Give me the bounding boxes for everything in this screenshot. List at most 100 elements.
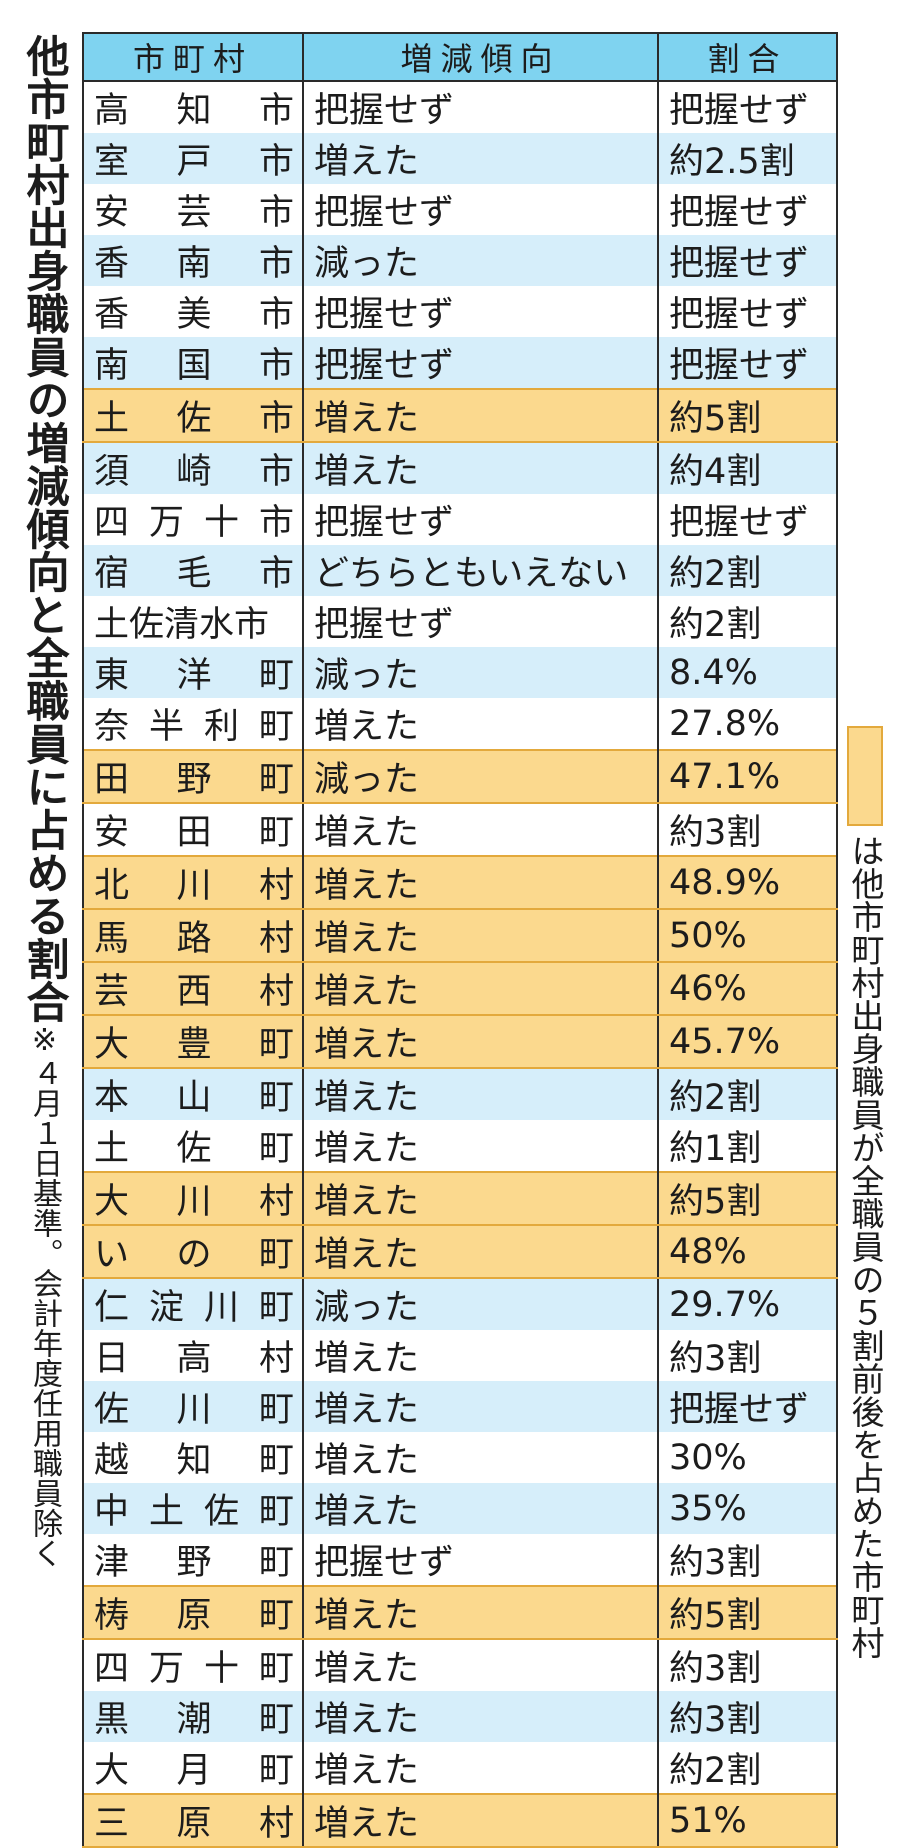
footnote: ※４月１日基準。会計年度任用職員除く	[27, 1023, 62, 1568]
municipality-name: 南国市	[94, 346, 294, 386]
trend-cell: 把握せず	[302, 337, 659, 389]
trend-cell: 把握せず	[302, 286, 659, 337]
ratio-cell: 27.8%	[657, 698, 838, 750]
ratio-cell: 29.7%	[657, 1278, 838, 1330]
municipality-name: 田野町	[94, 760, 294, 800]
trend-cell: 増えた	[302, 1585, 659, 1640]
municipality-name: 三原村	[94, 1804, 294, 1844]
table-row: 本山町増えた 約2割	[82, 1068, 838, 1120]
ratio-cell: 把握せず	[657, 184, 838, 235]
table-row: 土佐清水市 把握せず 約2割	[82, 596, 838, 647]
table-body: 高知市把握せず 把握せず室戸市増えた 約2.5割安芸市把握せず 把握せず香南市減った把…	[82, 81, 838, 1848]
table-row: 須崎市増えた 約4割	[82, 442, 838, 494]
municipality-name-cell: 安田町	[82, 803, 304, 856]
ratio-cell: 約2割	[657, 596, 838, 647]
column-header-municipality: 市町村	[82, 33, 304, 82]
table-header-row: 市町村 増減傾向 割合	[82, 33, 838, 82]
table-row: 越知町増えた 30%	[82, 1432, 838, 1483]
municipality-name: いの町	[94, 1235, 294, 1275]
municipality-name-cell: 香南市	[82, 235, 304, 286]
table-row: 高知市把握せず 把握せず	[82, 81, 838, 133]
municipality-name-cell: 馬路村	[82, 908, 304, 963]
table-row: 梼原町増えた 約5割	[82, 1585, 838, 1640]
municipality-name-cell: 土佐清水市	[82, 596, 304, 647]
table-row: 中土佐町増えた 35%	[82, 1483, 838, 1534]
municipality-name: 須崎市	[94, 452, 294, 492]
trend-cell: 減った	[302, 647, 659, 698]
trend-cell: 増えた	[302, 133, 659, 184]
trend-cell: 増えた	[302, 1432, 659, 1483]
table-row: 大川村増えた 約5割	[82, 1171, 838, 1226]
column-header-trend: 増減傾向	[302, 33, 659, 82]
municipality-name-cell: 梼原町	[82, 1585, 304, 1640]
table-row: 北川村増えた 48.9%	[82, 855, 838, 910]
ratio-cell: 8.4%	[657, 647, 838, 698]
municipality-name-cell: 黒潮町	[82, 1691, 304, 1742]
ratio-cell: 50%	[657, 908, 838, 963]
municipality-name-cell: 田野町	[82, 749, 304, 804]
table-row: 宿毛市どちらともいえない 約2割	[82, 545, 838, 596]
table-row: 土佐町増えた 約1割	[82, 1120, 838, 1172]
municipality-name: 佐川町	[94, 1390, 294, 1430]
municipality-name-cell: 越知町	[82, 1432, 304, 1483]
table-row: 香南市減った 把握せず	[82, 235, 838, 286]
table-row: 日高村増えた 約3割	[82, 1330, 838, 1381]
municipality-name: 梼原町	[94, 1596, 294, 1636]
trend-cell: 増えた	[302, 1381, 659, 1432]
ratio-cell: 35%	[657, 1483, 838, 1534]
municipality-name-cell: 北川村	[82, 855, 304, 910]
municipality-name-cell: 佐川町	[82, 1381, 304, 1432]
ratio-cell: 約5割	[657, 388, 838, 443]
municipality-name: 大川村	[94, 1182, 294, 1222]
table-row: 四万十町増えた 約3割	[82, 1639, 838, 1691]
municipality-name-cell: 中土佐町	[82, 1483, 304, 1534]
ratio-cell: 約2割	[657, 1742, 838, 1794]
trend-cell: 増えた	[302, 1742, 659, 1794]
ratio-cell: 把握せず	[657, 494, 838, 545]
trend-cell: 増えた	[302, 1171, 659, 1226]
table-row: 大豊町増えた 45.7%	[82, 1014, 838, 1069]
trend-cell: 増えた	[302, 1691, 659, 1742]
ratio-cell: 約3割	[657, 1639, 838, 1691]
municipality-name: 宿毛市	[94, 554, 294, 594]
municipality-name-cell: 香美市	[82, 286, 304, 337]
trend-cell: 減った	[302, 1278, 659, 1330]
municipality-name-cell: 大川村	[82, 1171, 304, 1226]
trend-cell: 把握せず	[302, 81, 659, 133]
municipality-name: 安田町	[94, 813, 294, 853]
table-row: 津野町把握せず 約3割	[82, 1534, 838, 1586]
municipality-name-cell: 東洋町	[82, 647, 304, 698]
municipality-name-cell: いの町	[82, 1224, 304, 1279]
ratio-cell: 約1割	[657, 1120, 838, 1172]
ratio-cell: 把握せず	[657, 286, 838, 337]
municipality-name: 香南市	[94, 244, 294, 284]
trend-cell: 増えた	[302, 908, 659, 963]
municipality-name: 大月町	[94, 1751, 294, 1791]
trend-cell: 把握せず	[302, 184, 659, 235]
table-row: 仁淀川町減った 29.7%	[82, 1278, 838, 1330]
municipality-name: 四万十町	[94, 1649, 294, 1689]
municipality-name: 黒潮町	[94, 1700, 294, 1740]
municipality-name: 中土佐町	[94, 1492, 294, 1532]
municipality-name: 日高村	[94, 1339, 294, 1379]
municipality-name-cell: 大豊町	[82, 1014, 304, 1069]
table-row: 香美市把握せず 把握せず	[82, 286, 838, 337]
table-row: 田野町減った 47.1%	[82, 749, 838, 804]
trend-cell: 把握せず	[302, 494, 659, 545]
trend-cell: 増えた	[302, 1120, 659, 1172]
municipality-name-cell: 津野町	[82, 1534, 304, 1586]
table-row: 安田町増えた 約3割	[82, 803, 838, 856]
municipality-name-cell: 日高村	[82, 1330, 304, 1381]
table-row: 東洋町減った 8.4%	[82, 647, 838, 698]
ratio-cell: 約2割	[657, 1068, 838, 1120]
trend-cell: 増えた	[302, 1330, 659, 1381]
trend-cell: 増えた	[302, 1483, 659, 1534]
page-title: 他市町村出身職員の増減傾向と全職員に占める割合	[19, 34, 69, 1023]
ratio-cell: 約2.5割	[657, 133, 838, 184]
municipality-name: 芸西村	[94, 972, 294, 1012]
ratio-cell: 把握せず	[657, 235, 838, 286]
table-row: 馬路村増えた 50%	[82, 908, 838, 963]
municipality-name: 室戸市	[94, 142, 294, 182]
table-row: 安芸市把握せず 把握せず	[82, 184, 838, 235]
table-row: 芸西村増えた 46%	[82, 961, 838, 1016]
